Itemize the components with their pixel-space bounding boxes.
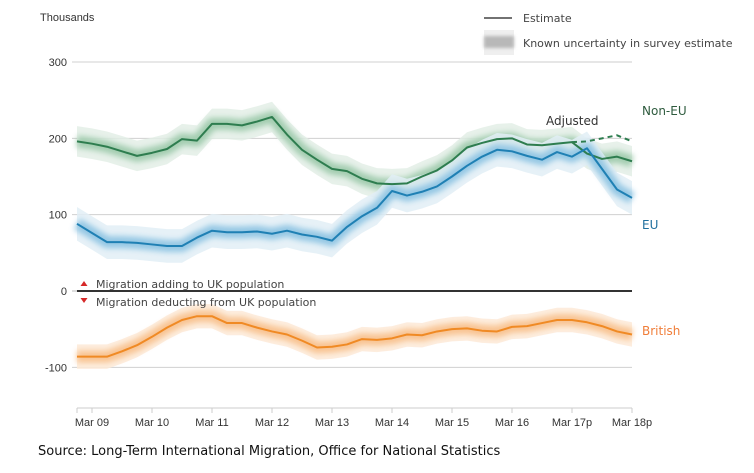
x-axis: Mar 09 Mar 10 Mar 11 Mar 12 Mar 13 Mar 14 Mar … <box>75 407 652 429</box>
x-tick-label: Mar 17p <box>552 417 592 429</box>
annotation-adjusted: Adjusted <box>546 114 599 128</box>
non-eu-line <box>76 115 633 186</box>
british-line <box>77 315 633 358</box>
legend-estimate-label: Estimate <box>523 12 572 25</box>
y-tick-label: -100 <box>45 362 67 374</box>
y-tick-labels: 300 200 100 0 -100 <box>45 57 67 374</box>
y-axis-title: Thousands <box>40 12 95 24</box>
y-tick-label: 0 <box>61 286 67 298</box>
annotation-deducting: Migration deducting from UK population <box>96 296 316 309</box>
x-tick-label: Mar 11 <box>195 417 228 429</box>
uncertainty-bands <box>73 101 635 369</box>
direction-annotations: Migration adding to UK population Migrat… <box>80 278 316 309</box>
x-tick-label: Mar 14 <box>375 417 409 429</box>
y-tick-label: 100 <box>49 210 67 222</box>
series-label-british: British <box>642 324 680 338</box>
x-tick-label: Mar 13 <box>315 417 349 429</box>
series-label-noneu: Non-EU <box>642 104 687 118</box>
legend-uncertainty-label: Known uncertainty in survey estimate <box>523 37 733 50</box>
x-tick-label: Mar 15 <box>435 417 469 429</box>
y-tick-label: 300 <box>49 57 67 69</box>
x-tick-label: Mar 09 <box>75 417 109 429</box>
series-lines <box>76 115 633 358</box>
legend-uncertainty-swatch <box>484 36 514 48</box>
legend: Estimate Known uncertainty in survey est… <box>460 12 733 63</box>
source-note: Source: Long-Term International Migratio… <box>38 444 501 459</box>
annotation-adding: Migration adding to UK population <box>96 278 284 291</box>
eu-line <box>76 147 633 247</box>
series-label-eu: EU <box>642 218 658 232</box>
x-tick-label: Mar 12 <box>255 417 289 429</box>
triangle-down-icon <box>80 298 88 303</box>
triangle-up-icon <box>80 281 88 286</box>
x-tick-label: Mar 16 <box>495 417 529 429</box>
y-tick-label: 200 <box>49 133 67 145</box>
x-tick-label: Mar 18p <box>612 417 652 429</box>
x-tick-label: Mar 10 <box>135 417 169 429</box>
